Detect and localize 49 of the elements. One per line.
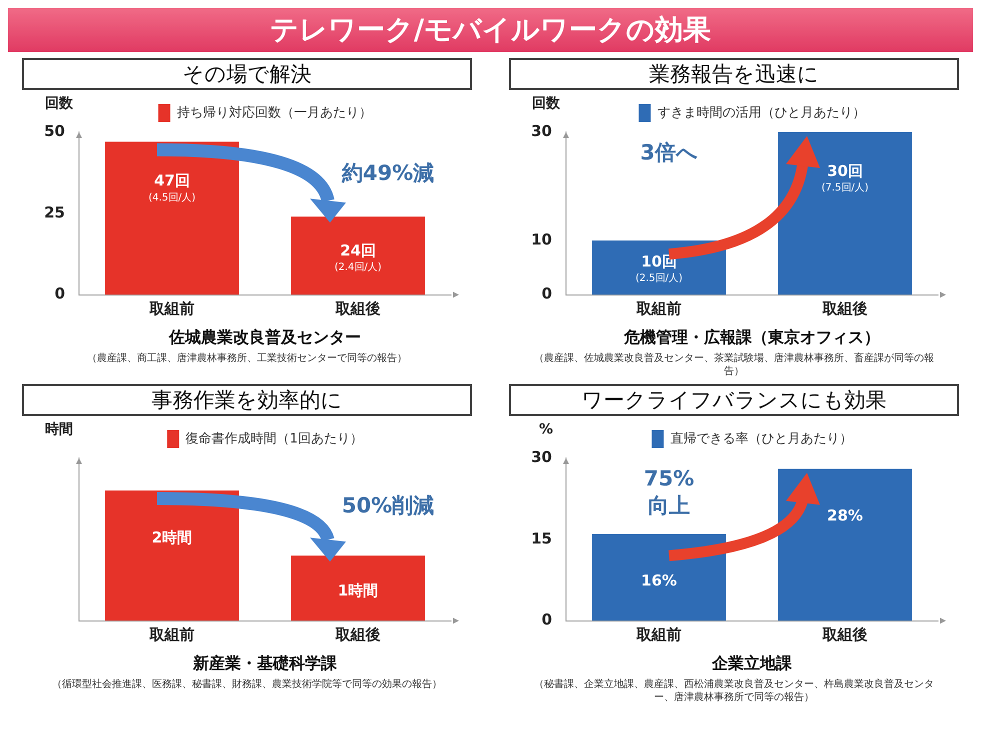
annotation: 約49%減 [340,160,434,185]
data-label: 28% [827,506,863,525]
x-tick-label: 取組前 [148,626,194,644]
annotation: 50%削減 [342,493,434,518]
x-axis-title: 佐城農業改良普及センター [168,328,361,347]
y-tick-label: 30 [531,122,552,140]
y-axis-title: % [538,422,554,438]
data-label: 24回 (2.4回/人) [334,242,382,274]
y-tick-label: 30 [531,448,552,466]
y-tick-label: 15 [531,529,552,548]
x-tick-label: 取組後 [822,626,868,644]
annotation: 75% 向上 [644,466,694,518]
x-tick-label: 取組後 [334,626,380,644]
x-axis-title: 危機管理・広報課（東京オフィス） [623,328,880,347]
data-label: 16% [641,572,677,590]
y-tick-label: 50 [44,122,65,140]
chart-title: ワークライフバランスにも効果 [509,384,959,416]
text: （農産課、商工課、唐津農林事務所、工業技術センターで同等の報告） [86,352,408,366]
y-axis-title: 時間 [45,422,73,438]
legend-label: 復命書作成時間（1回あたり） [186,431,363,446]
chart-title: 業務報告を迅速に [509,58,959,90]
y-axis-title: 回数 [45,96,74,112]
y-tick-label: 10 [531,230,552,248]
data-label: 30回 (7.5回/人) [821,162,869,194]
data-label: 2時間 [152,528,192,546]
annotation: 3倍へ [640,140,698,164]
legend-label: 持ち帰り対応回数（一月あたり） [176,104,372,120]
chart-title: その場で解決 [22,58,472,90]
legend-label: 直帰できる率（ひと月あたり） [670,430,852,446]
x-axis-title: 新産業・基礎科学課 [192,654,338,673]
text: （秘書課、企業立地課、農産課、西松浦農業改良普及センター、杵島農業改良普及センター、唐津農林事務所で同等の報告） [533,678,935,705]
x-tick-label: 取組前 [636,300,682,318]
y-tick-label: 0 [542,610,552,629]
y-tick-label: 0 [542,284,552,303]
data-label: 47回 (4.5回/人) [148,172,196,204]
x-tick-label: 取組前 [148,300,194,318]
x-tick-label: 取組前 [636,626,682,644]
text: （農産課、佐城農業改良普及センター、茶業試験場、唐津農林事務所、畜産課が同等の報告） [533,352,935,379]
legend-label: すきま時間の活用（ひと月あたり） [657,105,866,120]
x-tick-label: 取組後 [822,300,868,318]
text: （循環型社会推進課、医務課、秘書課、財務課、農業技術学院等で同等の効果の報告） [51,678,443,692]
y-tick-label: 25 [44,203,65,222]
x-axis-title: 企業立地課 [711,654,793,673]
x-tick-label: 取組後 [334,300,380,318]
y-tick-label: 0 [54,284,65,303]
chart-title: 事務作業を効率的に [22,384,472,416]
text: テレワーク/モバイルワークの効果 [270,12,712,48]
y-axis-title: 回数 [532,96,561,112]
data-label: 1時間 [338,581,378,600]
